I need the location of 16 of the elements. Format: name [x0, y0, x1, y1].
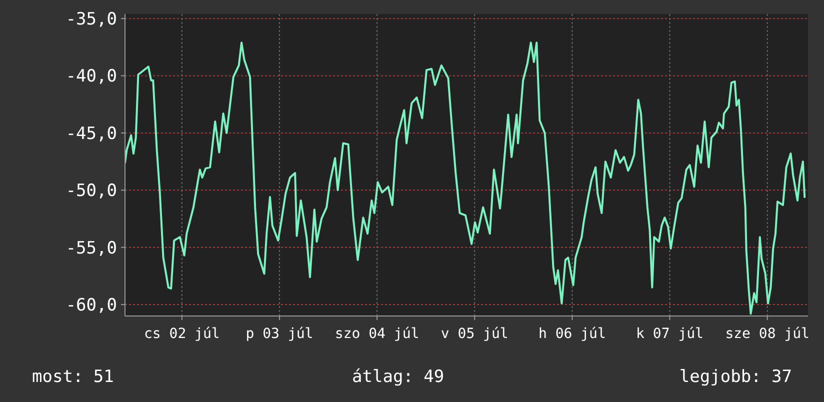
text: átlag: 49	[352, 367, 444, 387]
x-tick-label: szo 04 júl	[334, 326, 420, 342]
y-tick-label: -55,0	[66, 238, 117, 258]
x-tick-label: cs 02 júl	[144, 326, 220, 342]
text: most: 51	[32, 367, 114, 387]
text: legjobb: 37	[679, 367, 792, 387]
y-tick-label: -60,0	[66, 296, 117, 316]
x-tick-label: h 06 júl	[538, 326, 606, 342]
x-tick-label: p 03 júl	[246, 326, 314, 342]
x-tick-label: v 05 júl	[440, 326, 508, 342]
x-tick-label: k 07 júl	[636, 326, 704, 342]
y-tick-label: -40,0	[66, 66, 117, 87]
y-tick-label: -35,0	[66, 10, 117, 30]
y-tick-label: -50,0	[66, 181, 117, 202]
y-tick-label: -45,0	[66, 124, 117, 144]
x-tick-label: sze 08 júl	[725, 326, 810, 342]
